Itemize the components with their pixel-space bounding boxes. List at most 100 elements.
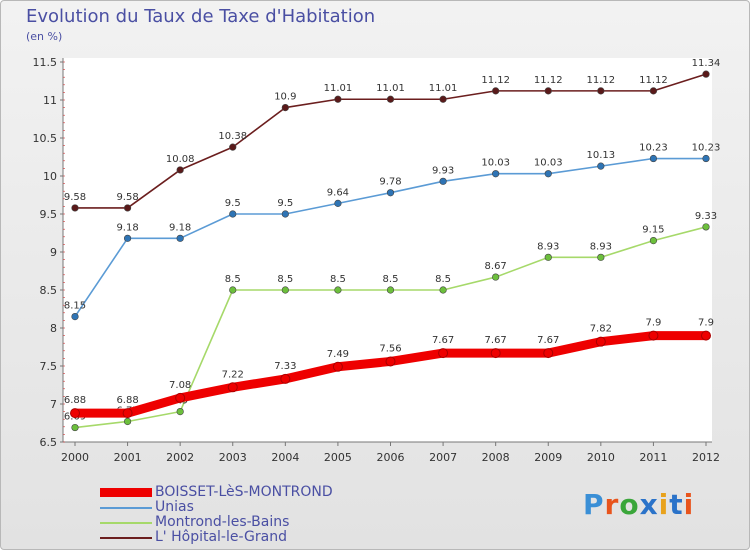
series-point-0 [334,95,342,103]
series-point-1 [281,210,289,218]
data-label-2: 8.93 [537,241,559,252]
series-point-2 [229,286,237,294]
series-point-3 [385,356,396,367]
data-label-2: 8.5 [383,274,399,285]
series-point-1 [71,313,79,321]
series-point-0 [702,70,710,78]
data-label-3: 7.67 [485,335,507,346]
y-tick-label: 10 [43,170,57,183]
legend-item: BOISSET-LèS-MONTROND [100,484,360,500]
series-point-3 [595,336,606,347]
series-point-3 [227,382,238,393]
data-label-0: 11.12 [481,75,510,86]
series-point-0 [649,87,658,95]
series-point-0 [492,87,500,95]
logo-letter: r [604,488,620,521]
data-label-1: 9.78 [379,177,401,188]
data-label-3: 6.88 [116,395,138,406]
y-tick-label: 8.5 [40,284,58,297]
data-label-0: 11.01 [324,83,353,94]
data-label-2: 8.5 [330,274,346,285]
series-point-1 [439,177,447,185]
data-label-1: 8.15 [64,301,86,312]
data-label-1: 10.13 [587,150,616,161]
proxiti-logo: Proxiti [583,488,694,521]
series-point-2 [176,408,184,416]
series-point-3 [175,392,186,403]
legend-label: BOISSET-LèS-MONTROND [155,484,333,500]
series-point-1 [492,170,500,178]
data-label-0: 10.38 [218,131,247,142]
series-point-0 [71,204,79,212]
x-tick-label: 2010 [587,451,615,464]
x-tick-label: 2008 [482,451,510,464]
chart-unit-label: (en %) [26,30,63,43]
data-label-3: 7.22 [222,369,244,380]
legend-swatch [100,537,152,539]
legend-label: L' Hôpital-le-Grand [155,529,287,545]
series-point-2 [439,286,447,294]
data-label-2: 8.5 [277,274,293,285]
x-tick-label: 2011 [639,451,667,464]
x-tick-label: 2003 [219,451,247,464]
series-point-1 [544,170,552,178]
series-point-1 [597,162,605,170]
data-label-2: 9.33 [695,211,717,222]
legend-label: Unias [155,499,194,515]
series-point-3 [490,348,501,359]
data-label-3: 7.9 [645,318,661,329]
series-point-0 [281,103,289,112]
logo-letter: o [619,488,640,521]
y-tick-label: 6.5 [40,436,58,449]
data-label-1: 9.5 [277,198,293,209]
y-tick-label: 7 [50,398,57,411]
legend-item: Unias [100,499,360,515]
series-point-1 [386,189,395,197]
series-point-0 [386,95,395,103]
x-tick-label: 2007 [429,451,457,464]
legend-label: Montrond-les-Bains [155,514,290,530]
y-tick-label: 9 [50,246,57,259]
data-label-2: 8.67 [485,261,507,272]
data-label-1: 9.18 [169,222,191,233]
data-label-3: 7.82 [590,324,612,335]
x-tick-label: 2004 [271,451,299,464]
series-point-2 [281,286,289,294]
data-label-0: 10.9 [274,92,296,103]
data-label-0: 9.58 [64,192,86,203]
data-label-1: 9.18 [116,222,138,233]
y-tick-label: 11.5 [33,56,58,69]
data-label-1: 10.03 [534,158,563,169]
series-point-3 [332,361,343,372]
y-tick-label: 8 [50,322,57,335]
legend-swatch [100,522,152,524]
data-label-1: 9.64 [327,187,349,198]
data-label-3: 7.67 [432,335,454,346]
data-label-0: 11.12 [534,75,563,86]
data-label-0: 11.34 [692,58,721,69]
series-point-3 [543,348,554,359]
data-label-0: 11.01 [376,83,405,94]
logo-letter: i [658,488,670,521]
series-point-2 [123,417,132,426]
logo-letter: i [683,488,695,521]
series-point-0 [439,95,447,103]
data-label-3: 7.56 [379,343,401,354]
logo-letter: P [583,488,605,521]
legend-swatch [100,507,152,509]
data-label-0: 11.12 [587,75,616,86]
data-label-1: 9.5 [225,198,241,209]
series-point-2 [71,423,79,432]
series-point-0 [229,143,237,151]
y-tick-label: 7.5 [40,360,58,373]
series-point-0 [597,87,605,95]
series-point-3 [438,348,449,359]
series-point-3 [70,408,80,419]
series-point-1 [649,154,658,163]
data-label-0: 9.58 [116,192,138,203]
legend-item: Montrond-les-Bains [100,514,360,530]
series-point-2 [597,253,605,261]
series-point-2 [386,286,395,294]
y-tick-label: 9.5 [40,208,58,221]
